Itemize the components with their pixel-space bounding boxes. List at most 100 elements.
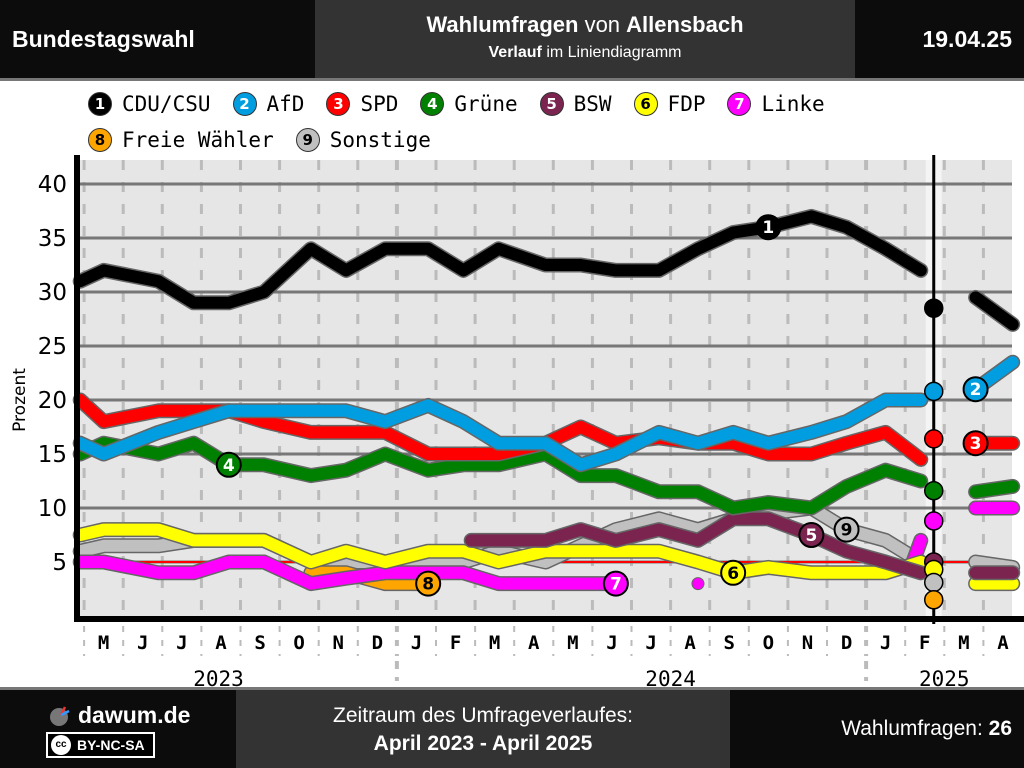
poll-count-value: 26 — [988, 717, 1012, 740]
series-label-number: 3 — [970, 434, 982, 454]
institute-name: Allensbach — [626, 12, 744, 37]
series-line-cducsu — [969, 291, 1019, 331]
x-month-label: A — [997, 632, 1009, 654]
legend-item: 7 Linke — [727, 92, 825, 116]
x-month-label: A — [215, 632, 227, 654]
series-label-number: 8 — [422, 575, 434, 595]
y-tick-label: 20 — [38, 388, 67, 414]
series-label-number: 6 — [727, 564, 739, 584]
x-year-label: 2024 — [645, 667, 696, 687]
series-line-fdp — [74, 523, 927, 579]
x-month-label: N — [333, 632, 344, 654]
legend-row: 8 Freie Wähler 9 Sonstige — [88, 122, 988, 158]
x-month-label: J — [606, 632, 617, 654]
election-result-dot — [923, 298, 944, 318]
poll-count-label: Wahlumfragen: — [841, 717, 989, 740]
y-tick-label: 40 — [38, 172, 67, 198]
series-line-grne — [74, 437, 927, 514]
x-month-label: F — [919, 632, 930, 654]
legend-badge: 3 — [326, 92, 351, 116]
x-month-label: M — [489, 632, 500, 654]
election-result-dot — [923, 572, 944, 593]
poll-count: Wahlumfragen: 26 — [841, 690, 1012, 768]
y-tick-label: 25 — [38, 334, 67, 360]
x-month-label: N — [802, 632, 813, 654]
page-title: Wahlumfragen von Allensbach — [315, 12, 855, 38]
legend-item: 2 AfD — [232, 92, 305, 116]
header-date: 19.04.25 — [922, 26, 1012, 52]
legend-badge: 4 — [420, 92, 445, 116]
legend-item: 1 CDU/CSU — [88, 92, 211, 116]
y-tick-label: 10 — [38, 496, 67, 522]
series-label-number: 1 — [762, 218, 774, 238]
x-year-label: 2025 — [919, 667, 970, 687]
legend-label: FDP — [667, 92, 706, 116]
legend-row: 1 CDU/CSU 2 AfD 3 SPD 4 Grüne 5 BSW 6 FDP 7 Linke — [88, 86, 988, 122]
x-month-label: S — [254, 632, 265, 654]
subtitle-part: im Liniendiagramm — [541, 44, 682, 61]
pie-logo-icon — [50, 705, 70, 726]
election-result-dot — [923, 480, 944, 501]
series-label-number: 4 — [223, 456, 235, 476]
x-month-label: D — [372, 632, 383, 654]
legend-badge: 1 — [88, 92, 112, 116]
legend-badge: 6 — [633, 92, 658, 116]
x-month-label: J — [176, 632, 187, 654]
x-month-label: J — [411, 632, 422, 654]
series-label-badge — [415, 570, 442, 597]
series-label-badge — [798, 522, 825, 548]
x-month-label: S — [724, 632, 735, 654]
series-line-bsw — [465, 512, 927, 579]
series-label-badge — [720, 559, 747, 586]
series-point — [691, 577, 705, 591]
brand-name: dawum.de — [78, 702, 191, 728]
series-label-badge — [215, 451, 242, 478]
legend-item: 9 Sonstige — [295, 128, 431, 152]
election-name: Bundestagswahl — [12, 26, 195, 52]
x-month-label: J — [137, 632, 148, 654]
legend-item: 8 Freie Wähler — [88, 128, 274, 152]
footer-divider — [0, 687, 1024, 690]
legend-label: Grüne — [454, 92, 518, 116]
chart-legend: 1 CDU/CSU 2 AfD 3 SPD 4 Grüne 5 BSW 6 FDP 7 Linke 8 Fre… — [88, 86, 988, 158]
y-tick-label: 30 — [38, 280, 67, 306]
election-result-dot — [923, 429, 944, 449]
header-title-block: Wahlumfragen von Allensbach Verlauf im L… — [315, 0, 855, 78]
brand-logo[interactable]: dawum.de — [48, 702, 190, 729]
x-month-label: O — [293, 632, 304, 654]
series-label-number: 2 — [970, 380, 982, 400]
license-badge[interactable]: cc BY-NC-SA — [46, 732, 155, 758]
x-year-label: 2023 — [193, 667, 244, 687]
x-month-label: D — [841, 632, 852, 654]
period-block: Zeitraum des Umfrageverlaufes: April 202… — [236, 690, 730, 768]
title-part: von — [578, 12, 627, 37]
y-axis-label: Prozent — [10, 368, 30, 432]
period-label: Zeitraum des Umfrageverlaufes: — [333, 704, 633, 727]
subtitle-part: Verlauf — [488, 44, 542, 61]
y-tick-label: 5 — [52, 550, 67, 576]
x-month-label: J — [645, 632, 656, 654]
page-subtitle: Verlauf im Liniendiagramm — [315, 44, 855, 62]
x-month-label: A — [528, 632, 540, 654]
election-result-dot — [923, 511, 944, 531]
y-tick-label: 35 — [38, 226, 67, 252]
legend-badge: 5 — [539, 92, 564, 116]
series-label-badge — [602, 570, 629, 597]
series-label-badge — [962, 376, 989, 403]
footer-brand-block: dawum.de cc BY-NC-SA — [0, 690, 236, 768]
license-text: BY-NC-SA — [77, 737, 145, 753]
election-result-dot — [923, 381, 944, 402]
series-label-number: 7 — [610, 575, 622, 595]
series-line-linke — [74, 556, 622, 590]
footer-bar: dawum.de cc BY-NC-SA Zeitraum des Umfrag… — [0, 690, 1024, 768]
title-part: Wahlumfragen — [426, 12, 579, 37]
creative-commons-icon: cc — [51, 735, 71, 755]
y-tick-label: 15 — [38, 442, 67, 468]
legend-badge: 7 — [727, 92, 752, 116]
legend-badge: 2 — [232, 92, 257, 116]
header-bar: Bundestagswahl Wahlumfragen von Allensba… — [0, 0, 1024, 78]
legend-label: SPD — [360, 92, 399, 116]
legend-label: AfD — [266, 92, 305, 116]
x-month-label: J — [880, 632, 891, 654]
legend-item: 4 Grüne — [420, 92, 518, 116]
